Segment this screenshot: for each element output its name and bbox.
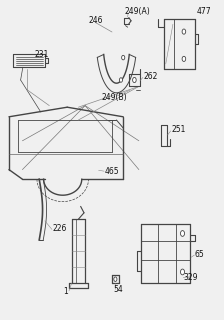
- Text: 251: 251: [171, 125, 186, 134]
- Text: 226: 226: [53, 224, 67, 233]
- Circle shape: [181, 231, 185, 236]
- Text: 65: 65: [195, 250, 205, 259]
- Circle shape: [181, 269, 185, 275]
- Circle shape: [122, 55, 125, 60]
- Circle shape: [114, 277, 117, 282]
- Text: 477: 477: [197, 7, 212, 16]
- Circle shape: [119, 78, 123, 82]
- Circle shape: [133, 77, 136, 83]
- Text: 262: 262: [143, 72, 158, 81]
- Text: 329: 329: [184, 273, 198, 282]
- Text: 465: 465: [105, 167, 119, 176]
- Text: 249(A): 249(A): [124, 7, 150, 16]
- Circle shape: [182, 29, 186, 34]
- Text: 1: 1: [64, 287, 68, 296]
- Text: 249(B): 249(B): [102, 93, 127, 102]
- Text: 246: 246: [88, 16, 103, 25]
- Circle shape: [182, 56, 186, 61]
- Text: 231: 231: [35, 50, 49, 59]
- Text: 54: 54: [113, 285, 123, 294]
